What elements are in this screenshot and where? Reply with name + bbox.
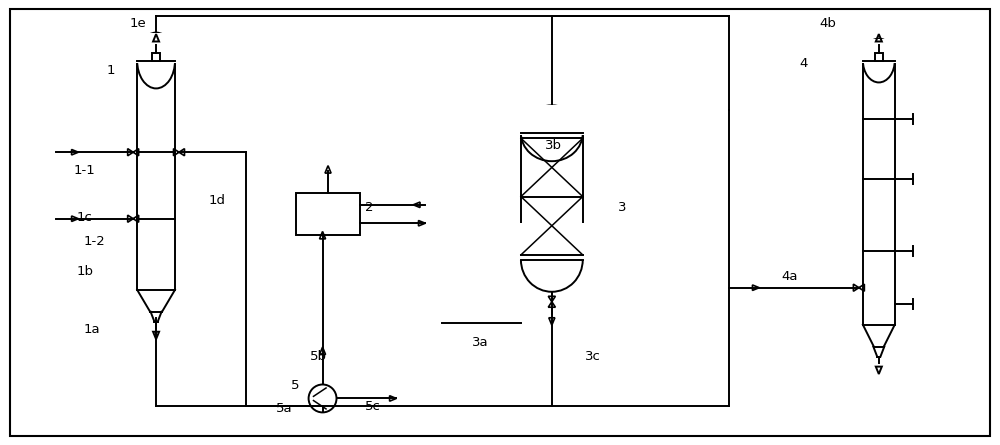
- Text: 1e: 1e: [129, 17, 146, 30]
- Ellipse shape: [521, 228, 583, 292]
- Text: 1a: 1a: [83, 323, 100, 336]
- Text: 5c: 5c: [365, 400, 381, 413]
- Text: 3: 3: [618, 201, 626, 214]
- Text: 4a: 4a: [781, 270, 798, 283]
- Text: 2: 2: [365, 201, 374, 214]
- Text: 1d: 1d: [209, 194, 226, 206]
- Bar: [863, 61, 895, 325]
- Text: 3a: 3a: [472, 336, 489, 349]
- Text: 3c: 3c: [585, 350, 601, 363]
- Bar: [135, 32, 177, 62]
- Text: 1: 1: [106, 64, 115, 77]
- Ellipse shape: [521, 105, 583, 161]
- Bar: [519, 105, 585, 135]
- Text: 3b: 3b: [545, 139, 562, 152]
- Ellipse shape: [863, 39, 895, 82]
- Bar: [519, 223, 585, 260]
- Bar: [152, 53, 160, 61]
- Bar: [137, 61, 175, 290]
- Bar: [875, 53, 883, 61]
- Text: 1c: 1c: [76, 210, 92, 223]
- Text: 5a: 5a: [276, 402, 292, 415]
- Ellipse shape: [137, 32, 175, 89]
- Text: 1b: 1b: [76, 265, 93, 278]
- Text: 4b: 4b: [819, 17, 836, 30]
- Bar: [861, 39, 897, 62]
- Text: 1-2: 1-2: [83, 235, 105, 248]
- Bar: [296, 193, 360, 235]
- Text: 5b: 5b: [310, 350, 327, 363]
- Bar: [521, 134, 583, 260]
- Text: 1-1: 1-1: [73, 164, 95, 177]
- Text: 4: 4: [799, 57, 807, 70]
- Text: 5: 5: [291, 379, 299, 392]
